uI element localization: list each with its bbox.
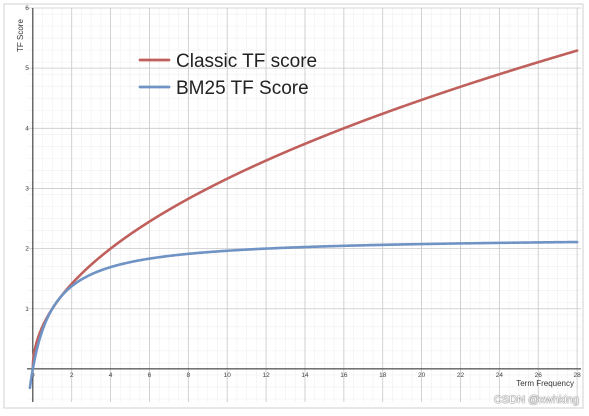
- y-tick-label: 5: [25, 65, 29, 72]
- x-tick-label: 24: [496, 372, 504, 379]
- y-axis-label: TF Score: [16, 19, 25, 52]
- series-layer: [28, 49, 579, 390]
- x-tick-label: 26: [535, 372, 543, 379]
- x-tick-label: 20: [418, 372, 426, 379]
- watermark: CSDN @xwhking: [493, 394, 579, 406]
- chart-border: [3, 3, 584, 409]
- legend-label: Classic TF score: [176, 51, 317, 72]
- y-tick-label: 6: [25, 5, 29, 12]
- x-tick-label: 28: [573, 372, 581, 379]
- grid-major: [27, 7, 581, 402]
- y-tick-label: 4: [25, 125, 29, 132]
- series-line-2: [28, 240, 579, 390]
- x-tick-label: 6: [148, 372, 152, 379]
- y-tick-label: 1: [25, 306, 29, 313]
- x-tick-label: 10: [224, 372, 232, 379]
- x-tick-label: 18: [379, 372, 387, 379]
- x-tick-label: 14: [301, 372, 309, 379]
- x-axis-label: Term Frequency: [516, 379, 574, 388]
- x-tick-label: 8: [187, 372, 191, 379]
- y-tick-label: 3: [25, 185, 29, 192]
- x-tick-label: 16: [340, 372, 348, 379]
- x-tick-label: 4: [109, 372, 113, 379]
- x-tick-label: 2: [70, 372, 74, 379]
- x-tick-label: 22: [457, 372, 465, 379]
- x-tick-label: 12: [262, 372, 270, 379]
- legend-label: BM25 TF Score: [176, 78, 309, 99]
- axes: [27, 8, 581, 402]
- y-tick-label: 2: [25, 246, 29, 253]
- legend: Classic TF score BM25 TF Score: [138, 51, 317, 99]
